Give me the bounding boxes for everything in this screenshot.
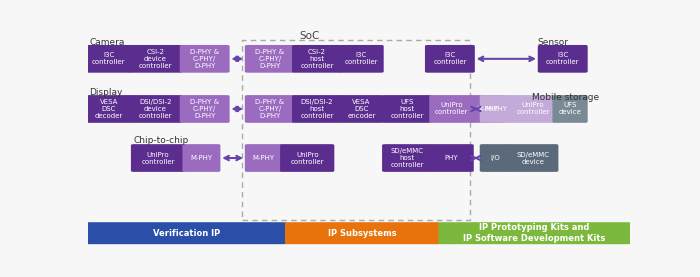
Text: UFS
host
controller: UFS host controller <box>391 99 424 119</box>
FancyBboxPatch shape <box>245 45 295 73</box>
Text: M-PHY: M-PHY <box>253 155 275 161</box>
FancyBboxPatch shape <box>382 144 432 172</box>
Text: M-PHY: M-PHY <box>190 155 213 161</box>
FancyBboxPatch shape <box>340 95 384 123</box>
Text: Camera: Camera <box>89 38 125 47</box>
FancyBboxPatch shape <box>552 95 588 123</box>
FancyBboxPatch shape <box>180 45 230 73</box>
Text: I/O: I/O <box>491 155 500 161</box>
Text: CSI-2
device
controller: CSI-2 device controller <box>139 49 172 69</box>
Text: UniPro
controller: UniPro controller <box>435 102 468 116</box>
FancyBboxPatch shape <box>471 95 505 123</box>
Text: DSI/DSI-2
device
controller: DSI/DSI-2 device controller <box>139 99 172 119</box>
FancyBboxPatch shape <box>87 222 286 244</box>
Text: CSI-2
host
controller: CSI-2 host controller <box>300 49 334 69</box>
FancyBboxPatch shape <box>180 95 230 123</box>
FancyBboxPatch shape <box>429 95 474 123</box>
Text: Mobile storage: Mobile storage <box>532 93 599 102</box>
Text: Display: Display <box>89 88 122 98</box>
Text: SD/eMMC
host
controller: SD/eMMC host controller <box>391 148 424 168</box>
Text: D-PHY &
C-PHY/
D-PHY: D-PHY & C-PHY/ D-PHY <box>256 99 284 119</box>
FancyBboxPatch shape <box>429 144 474 172</box>
Text: IP Subsystems: IP Subsystems <box>328 229 397 238</box>
Text: D-PHY &
C-PHY/
D-PHY: D-PHY & C-PHY/ D-PHY <box>190 99 219 119</box>
Text: VESA
DSC
decoder: VESA DSC decoder <box>94 99 122 119</box>
Text: PHY: PHY <box>444 155 458 161</box>
Text: I3C
controller: I3C controller <box>344 52 378 65</box>
Text: D-PHY &
C-PHY/
D-PHY: D-PHY & C-PHY/ D-PHY <box>190 49 219 69</box>
FancyBboxPatch shape <box>382 95 432 123</box>
FancyBboxPatch shape <box>128 95 183 123</box>
Text: D-PHY &
C-PHY/
D-PHY: D-PHY & C-PHY/ D-PHY <box>256 49 284 69</box>
Text: UniPro
controller: UniPro controller <box>290 152 324 165</box>
FancyBboxPatch shape <box>128 45 183 73</box>
Text: Chip-to-chip: Chip-to-chip <box>134 137 189 145</box>
FancyBboxPatch shape <box>131 144 185 172</box>
FancyBboxPatch shape <box>183 144 220 172</box>
Bar <box>242 40 470 220</box>
FancyBboxPatch shape <box>292 45 342 73</box>
FancyBboxPatch shape <box>480 144 511 172</box>
FancyBboxPatch shape <box>86 45 131 73</box>
FancyBboxPatch shape <box>425 45 475 73</box>
Text: M-PHY: M-PHY <box>477 106 499 112</box>
Text: UFS
device: UFS device <box>559 102 582 116</box>
FancyBboxPatch shape <box>292 95 342 123</box>
FancyBboxPatch shape <box>86 95 131 123</box>
Text: UniPro
controller: UniPro controller <box>141 152 175 165</box>
Text: IP Prototyping Kits and
IP Software Development Kits: IP Prototyping Kits and IP Software Deve… <box>463 224 606 243</box>
FancyBboxPatch shape <box>285 222 440 244</box>
FancyBboxPatch shape <box>340 45 384 73</box>
Text: Sensor: Sensor <box>538 38 569 47</box>
Text: I3C
controller: I3C controller <box>433 52 467 65</box>
Text: VESA
DSC
encoder: VESA DSC encoder <box>347 99 376 119</box>
Text: SD/eMMC
device: SD/eMMC device <box>517 152 550 165</box>
FancyBboxPatch shape <box>280 144 335 172</box>
FancyBboxPatch shape <box>245 95 295 123</box>
Text: M-PHY: M-PHY <box>486 106 508 112</box>
Text: Verification IP: Verification IP <box>153 229 220 238</box>
Text: I3C
controller: I3C controller <box>92 52 125 65</box>
FancyBboxPatch shape <box>480 95 513 123</box>
FancyBboxPatch shape <box>538 45 588 73</box>
FancyBboxPatch shape <box>511 95 555 123</box>
FancyBboxPatch shape <box>438 222 631 244</box>
FancyBboxPatch shape <box>508 144 559 172</box>
Text: DSI/DSI-2
host
controller: DSI/DSI-2 host controller <box>300 99 334 119</box>
Text: UniPro
controller: UniPro controller <box>516 102 550 116</box>
Text: SoC: SoC <box>299 31 319 42</box>
FancyBboxPatch shape <box>245 144 283 172</box>
Text: I3C
controller: I3C controller <box>546 52 580 65</box>
